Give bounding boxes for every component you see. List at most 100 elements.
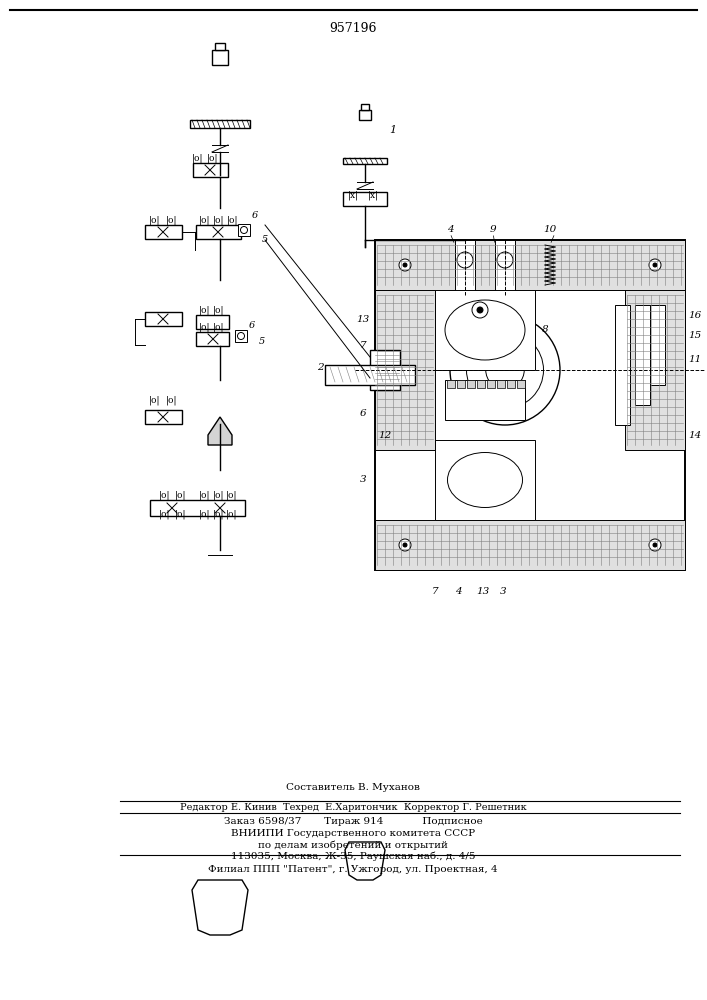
Text: по делам изобретений и открытий: по делам изобретений и открытий [258, 840, 448, 850]
Text: 3: 3 [360, 476, 366, 485]
Circle shape [472, 302, 488, 318]
Text: 7: 7 [432, 587, 438, 596]
Bar [375, 520, 685, 570]
Text: |x|: |x| [347, 190, 358, 200]
Bar [325, 365, 415, 385]
Circle shape [238, 332, 245, 340]
Bar [375, 240, 685, 290]
Bar [190, 120, 250, 128]
Text: |o|: |o| [227, 215, 239, 225]
Text: |o|: |o| [207, 153, 218, 163]
Bar [343, 192, 387, 206]
Circle shape [467, 332, 544, 408]
Bar [193, 163, 228, 177]
Bar [359, 110, 371, 120]
Circle shape [399, 259, 411, 271]
Bar [212, 50, 228, 65]
Bar [477, 380, 485, 388]
Text: |o|: |o| [199, 490, 211, 500]
Text: |o|: |o| [226, 509, 238, 519]
Text: |o|: |o| [149, 395, 160, 405]
Text: |o|: |o| [214, 322, 225, 332]
Text: 11: 11 [689, 356, 701, 364]
Ellipse shape [448, 452, 522, 508]
Bar [375, 240, 685, 570]
Bar [196, 332, 229, 346]
Circle shape [477, 307, 483, 313]
Circle shape [653, 543, 657, 547]
Bar [196, 315, 229, 329]
Bar [370, 350, 400, 390]
Ellipse shape [445, 300, 525, 360]
Circle shape [649, 259, 661, 271]
Bar [455, 240, 475, 295]
Text: |o|: |o| [199, 305, 211, 315]
Text: |o|: |o| [192, 153, 204, 163]
Text: |o|: |o| [199, 322, 211, 332]
Text: 13: 13 [477, 587, 490, 596]
Circle shape [486, 351, 525, 389]
Bar [395, 240, 665, 290]
Text: 7: 7 [360, 340, 366, 350]
Bar [615, 305, 630, 425]
Text: 957196: 957196 [329, 21, 377, 34]
Polygon shape [208, 417, 232, 445]
Text: Составитель В. Муханов: Составитель В. Муханов [286, 784, 420, 792]
Circle shape [653, 263, 657, 267]
Text: |o|: |o| [199, 509, 211, 519]
Bar [343, 158, 387, 164]
Circle shape [457, 252, 473, 268]
Bar [196, 225, 241, 239]
Text: ВНИИПИ Государственного комитета СССР: ВНИИПИ Государственного комитета СССР [231, 830, 475, 838]
Circle shape [450, 315, 560, 425]
Text: |o|: |o| [166, 395, 177, 405]
Text: |o|: |o| [175, 509, 187, 519]
Bar [375, 290, 435, 450]
Text: 12: 12 [378, 430, 392, 440]
Text: |o|: |o| [159, 490, 171, 500]
Text: 6: 6 [249, 320, 255, 330]
Text: |x|: |x| [368, 190, 378, 200]
Bar [435, 440, 535, 520]
Text: 6: 6 [360, 408, 366, 418]
Bar [507, 380, 515, 388]
Circle shape [240, 227, 247, 233]
Bar [435, 290, 535, 370]
Text: 4: 4 [455, 587, 461, 596]
Text: |o|: |o| [159, 509, 171, 519]
Circle shape [472, 472, 478, 478]
Bar [235, 330, 247, 342]
Bar [467, 380, 475, 388]
Text: 5: 5 [262, 235, 268, 244]
Text: |o|: |o| [166, 215, 177, 225]
Text: |o|: |o| [214, 490, 225, 500]
Bar [215, 43, 225, 50]
Text: 15: 15 [689, 330, 701, 340]
Circle shape [399, 539, 411, 551]
Bar [145, 225, 182, 239]
Bar [650, 305, 665, 385]
Circle shape [403, 263, 407, 267]
Text: |o|: |o| [149, 215, 160, 225]
Text: 2: 2 [317, 363, 323, 372]
Text: 8: 8 [542, 326, 549, 334]
Circle shape [649, 539, 661, 551]
Text: |o|: |o| [214, 215, 225, 225]
Bar [447, 380, 455, 388]
Bar [238, 224, 250, 236]
Text: |o|: |o| [175, 490, 187, 500]
Text: |o|: |o| [214, 509, 225, 519]
Circle shape [403, 543, 407, 547]
Text: 14: 14 [689, 430, 701, 440]
Bar [487, 380, 495, 388]
Text: 9: 9 [490, 226, 496, 234]
Text: 5: 5 [259, 338, 265, 347]
Text: |o|: |o| [214, 305, 225, 315]
Bar [625, 290, 685, 450]
Text: 1: 1 [390, 125, 397, 135]
Text: Заказ 6598/37       Тираж 914            Подписное: Заказ 6598/37 Тираж 914 Подписное [223, 816, 482, 826]
Text: 4: 4 [447, 226, 453, 234]
Bar [361, 104, 369, 110]
Bar [150, 500, 245, 516]
Text: 3: 3 [500, 587, 506, 596]
